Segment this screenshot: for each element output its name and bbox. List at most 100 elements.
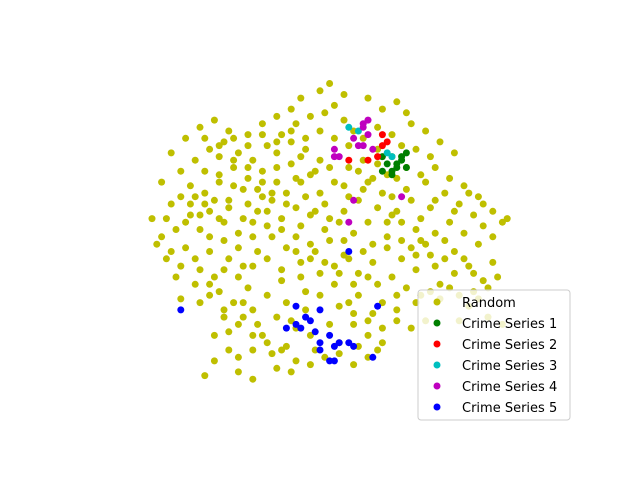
point-series-0-247 — [350, 280, 358, 288]
point-series-0-94 — [388, 131, 396, 139]
point-series-0-159 — [258, 120, 266, 128]
point-series-0-217 — [359, 248, 367, 255]
point-series-0-40 — [321, 200, 329, 208]
point-series-0-80 — [206, 145, 214, 153]
point-series-0-178 — [244, 174, 252, 182]
point-series-0-201 — [417, 171, 425, 179]
point-series-0-57 — [441, 237, 449, 244]
point-series-5-1 — [292, 302, 300, 310]
point-series-0-273 — [340, 182, 348, 190]
point-series-0-239 — [254, 320, 262, 328]
point-series-0-107 — [321, 226, 329, 233]
point-series-0-145 — [244, 200, 252, 208]
point-series-0-202 — [431, 164, 439, 171]
point-series-0-302 — [364, 353, 372, 361]
point-series-0-27 — [177, 295, 185, 303]
point-series-0-42 — [354, 196, 362, 204]
point-series-4-5 — [359, 142, 367, 150]
point-series-0-146 — [230, 182, 238, 190]
legend-marker-series-5 — [433, 403, 441, 411]
point-series-3-3 — [388, 153, 396, 161]
point-series-4-8 — [335, 153, 343, 161]
point-series-0-0 — [201, 372, 209, 380]
point-series-0-53 — [503, 215, 511, 223]
point-series-4-12 — [330, 153, 338, 161]
point-series-0-179 — [230, 164, 238, 171]
point-series-0-313 — [441, 255, 449, 263]
point-series-0-209 — [470, 211, 478, 219]
point-series-0-252 — [278, 266, 286, 274]
point-series-0-277 — [282, 189, 290, 197]
point-series-0-317 — [479, 277, 487, 285]
point-series-0-221 — [297, 222, 305, 230]
point-series-0-327 — [407, 244, 415, 252]
point-series-0-151 — [153, 240, 161, 248]
point-series-0-96 — [407, 120, 415, 128]
point-series-0-227 — [210, 196, 218, 204]
point-series-0-160 — [273, 112, 281, 120]
point-series-0-261 — [316, 127, 324, 135]
point-series-5-7 — [297, 324, 305, 332]
point-series-0-204 — [460, 182, 468, 190]
point-series-0-280 — [244, 164, 252, 171]
point-series-0-69 — [268, 233, 276, 241]
point-series-0-328 — [398, 218, 406, 226]
point-series-0-175 — [287, 138, 295, 146]
point-series-5-16 — [326, 357, 334, 365]
point-series-0-83 — [249, 156, 257, 164]
point-series-0-194 — [206, 207, 214, 215]
point-series-0-197 — [359, 185, 367, 193]
point-series-0-259 — [345, 142, 353, 150]
point-series-0-150 — [172, 226, 180, 233]
point-series-0-118 — [302, 306, 310, 314]
point-series-0-5 — [311, 346, 319, 354]
point-series-0-329 — [388, 211, 396, 219]
point-series-3-1 — [354, 127, 362, 135]
point-series-1-7 — [388, 171, 396, 179]
point-series-0-7 — [354, 342, 362, 350]
point-series-5-14 — [316, 346, 324, 354]
point-series-0-89 — [330, 101, 338, 109]
point-series-0-76 — [167, 200, 175, 208]
point-series-0-58 — [426, 251, 434, 259]
point-series-0-91 — [350, 127, 358, 135]
point-series-0-220 — [311, 207, 319, 215]
point-series-0-226 — [225, 204, 233, 212]
point-series-0-78 — [177, 167, 185, 175]
point-series-4-0 — [364, 116, 372, 124]
point-series-0-165 — [340, 91, 348, 98]
point-series-0-28 — [196, 299, 204, 307]
point-series-0-149 — [186, 182, 194, 190]
point-series-5-6 — [282, 324, 290, 332]
point-series-0-281 — [230, 156, 238, 164]
point-series-0-263 — [287, 127, 295, 135]
point-series-0-82 — [234, 149, 242, 157]
point-series-0-129 — [374, 280, 382, 288]
point-series-0-200 — [402, 185, 410, 193]
point-series-0-54 — [479, 200, 487, 208]
point-series-0-193 — [220, 218, 228, 226]
point-series-2-3 — [374, 153, 382, 161]
point-series-0-211 — [441, 189, 449, 197]
point-series-0-191 — [249, 233, 257, 241]
point-series-0-228 — [196, 211, 204, 219]
point-series-4-10 — [398, 193, 406, 201]
point-series-0-4 — [282, 342, 290, 350]
point-series-0-31 — [182, 244, 190, 252]
point-series-0-100 — [426, 153, 434, 161]
point-series-0-9 — [378, 339, 386, 347]
series-5-points — [177, 248, 382, 365]
point-series-0-198 — [374, 204, 382, 212]
point-series-5-17 — [330, 357, 338, 365]
point-series-0-30 — [162, 255, 170, 263]
point-series-5-11 — [345, 339, 353, 347]
point-series-0-162 — [297, 94, 305, 102]
point-series-0-29 — [172, 273, 180, 281]
point-series-1-5 — [378, 153, 386, 161]
point-series-0-292 — [220, 306, 228, 314]
point-series-0-249 — [321, 258, 329, 266]
point-series-2-1 — [383, 138, 391, 146]
point-series-0-323 — [494, 273, 502, 281]
point-series-0-133 — [436, 280, 444, 288]
